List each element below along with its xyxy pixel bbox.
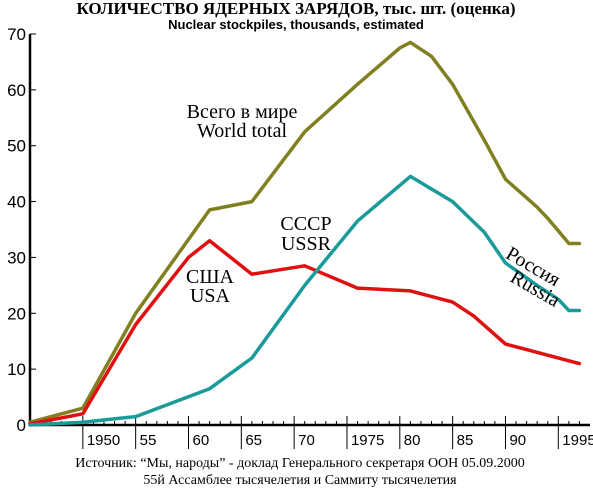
chart-title: КОЛИЧЕСТВО ЯДЕРНЫХ ЗАРЯДОВ, тыс. шт. (оц…	[77, 0, 516, 18]
world-total-label-ru: Всего в мире	[187, 101, 298, 123]
x-tick-label: 65	[245, 432, 262, 449]
y-tick-label: 30	[7, 248, 26, 267]
y-tick-label: 20	[7, 304, 26, 323]
y-tick-label: 40	[7, 193, 26, 212]
x-tick-label: 80	[404, 432, 421, 449]
usa-label-en: USA	[190, 285, 231, 307]
y-tick-label: 60	[7, 81, 26, 100]
x-tick-label: 1950	[87, 432, 120, 449]
y-tick-label: 0	[17, 416, 26, 435]
x-tick-label: 85	[457, 432, 474, 449]
x-tick-label: 90	[509, 432, 526, 449]
chart-subtitle: Nuclear stockpiles, thousands, estimated	[168, 17, 424, 32]
x-tick-label: 1975	[351, 432, 384, 449]
series-lines	[28, 40, 582, 427]
ussr-label-ru: СССР	[280, 213, 331, 235]
source-line-2: 55й Ассамблее тысячелетия и Саммиту тыся…	[143, 473, 457, 488]
x-axis: 1950 55 60 65 70 1975 80 85 90 1995	[30, 416, 593, 449]
series-line-2	[28, 174, 582, 427]
y-tick-label: 70	[7, 25, 26, 44]
series-line-1	[28, 238, 582, 426]
y-tick-label: 10	[7, 360, 26, 379]
ussr-label-en: USSR	[281, 233, 332, 255]
x-tick-label: 1995	[562, 432, 593, 449]
y-tick-label: 50	[7, 137, 26, 156]
series-line-0	[28, 40, 582, 424]
usa-label-ru: США	[186, 266, 235, 288]
x-tick-label: 55	[140, 432, 157, 449]
source-line-1: Источник: “Мы, народы” - доклад Генераль…	[75, 456, 525, 471]
y-axis: 0 10 20 30 40 50 60 70	[7, 25, 36, 435]
x-tick-label: 60	[192, 432, 209, 449]
world-total-label-en: World total	[197, 120, 287, 142]
x-tick-label: 70	[298, 432, 315, 449]
